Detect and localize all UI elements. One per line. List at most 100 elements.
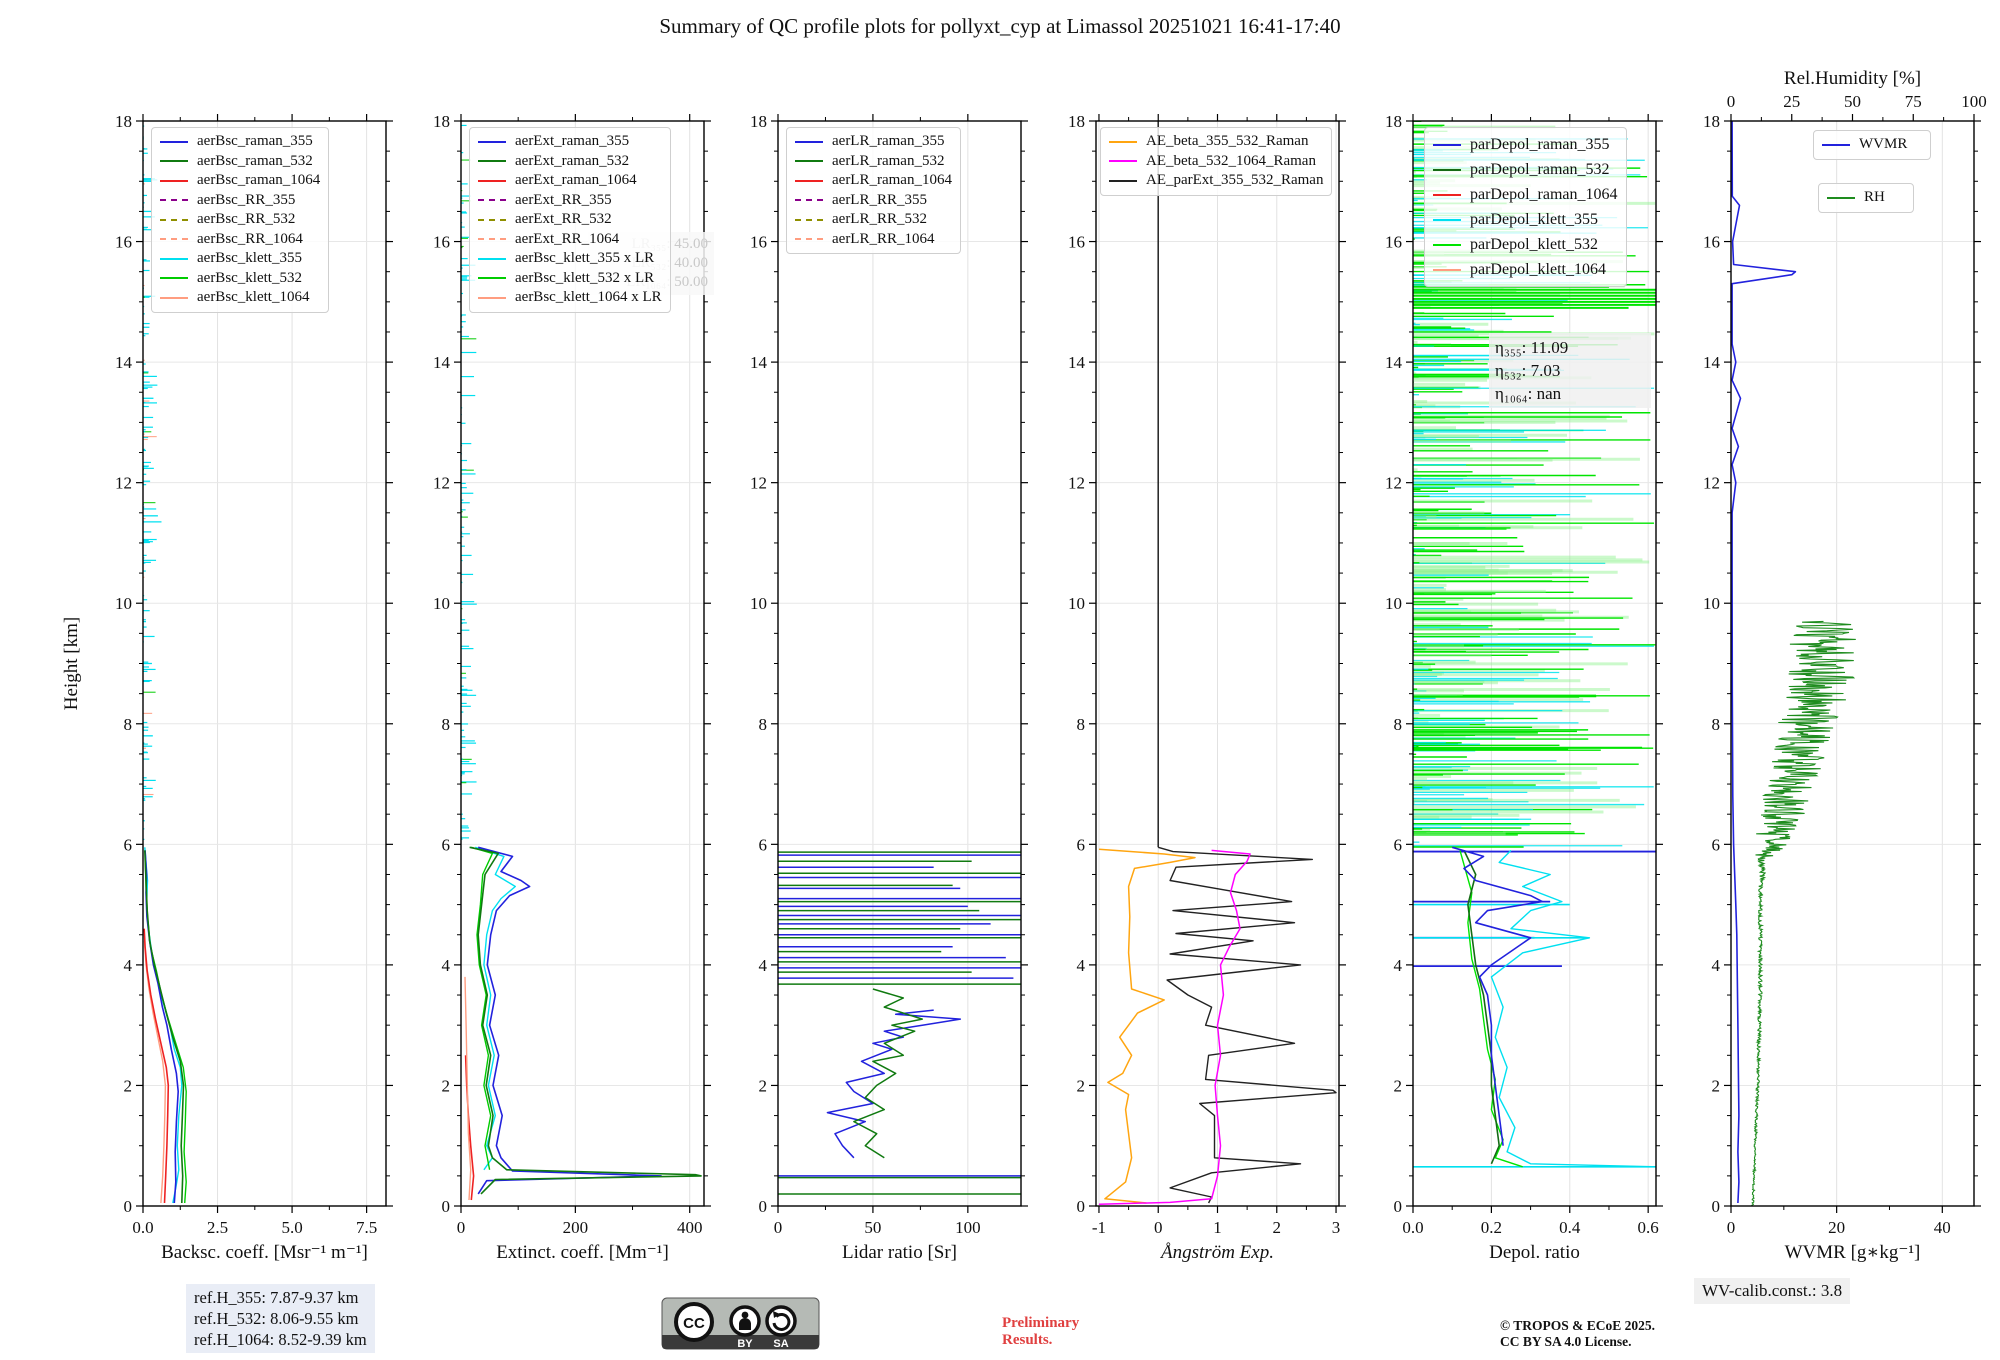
legend-item: AE_parExt_355_532_Raman <box>1109 171 1323 191</box>
legend-item: aerBsc_raman_355 <box>160 132 320 152</box>
x-tick-label: 3 <box>1332 1218 1341 1237</box>
x-tick-label: 2 <box>1273 1218 1282 1237</box>
rh-tick-label: 100 <box>1961 92 1987 111</box>
legend-item-label: aerLR_RR_532 <box>832 211 927 228</box>
cc-icon-label: CC <box>683 1315 705 1332</box>
legend-item-label: aerBsc_klett_532 x LR <box>515 269 655 286</box>
y-tick-label: 6 <box>124 835 133 854</box>
legend-line-sample <box>1433 268 1461 271</box>
legend-line-sample <box>160 238 188 241</box>
legend-line-sample <box>478 296 506 299</box>
y-tick-label: 4 <box>1712 956 1721 975</box>
panel-data-lidar-ratio <box>778 851 1021 1195</box>
x-tick-label: 100 <box>955 1218 981 1237</box>
legend-item-label: aerBsc_RR_532 <box>197 211 296 228</box>
series-AE_beta_355_532 <box>1098 848 1196 1204</box>
legend-line-sample <box>478 179 506 182</box>
annotation-line: η₁₀₆₄: nan <box>1495 384 1562 403</box>
y-tick-label: 12 <box>433 474 450 493</box>
y-tick-label: 12 <box>1068 474 1085 493</box>
legend-item: aerLR_raman_532 <box>795 152 952 172</box>
legend-item: WVMR <box>1822 135 1922 155</box>
y-tick-label: 16 <box>433 233 450 252</box>
legend-item: aerExt_RR_355 <box>478 191 662 211</box>
legend-line-sample <box>795 179 823 182</box>
legend-item: parDepol_klett_1064 <box>1433 257 1618 282</box>
x-tick-label: 0.2 <box>1481 1218 1502 1237</box>
reference-heights-box: ref.H_355: 7.87-9.37 km ref.H_532: 8.06-… <box>186 1284 375 1353</box>
legend-item-label: aerBsc_klett_1064 <box>197 289 310 306</box>
legend-item: AE_beta_355_532_Raman <box>1109 132 1323 152</box>
legend-item: aerExt_raman_1064 <box>478 171 662 191</box>
series-aerBsc_klett_1064 <box>143 940 167 1204</box>
ref-h-532: ref.H_532: 8.06-9.55 km <box>194 1309 359 1328</box>
x-tick-label: -1 <box>1092 1218 1106 1237</box>
y-tick-label: 6 <box>1712 835 1721 854</box>
legend-item: parDepol_raman_355 <box>1433 132 1618 157</box>
preliminary-results-note: Preliminary Results. <box>1002 1315 1080 1348</box>
legend-item: aerBsc_klett_1064 x LR <box>478 288 662 308</box>
y-tick-label: 0 <box>1077 1197 1086 1216</box>
legend-line-sample <box>795 199 823 202</box>
legend-item: aerLR_raman_1064 <box>795 171 952 191</box>
y-tick-label: 18 <box>1385 112 1402 131</box>
y-tick-label: 10 <box>1385 594 1402 613</box>
legend-item-label: aerExt_raman_532 <box>515 152 630 169</box>
series-parDepol_raman_355 <box>1451 846 1544 1146</box>
legend-item: parDepol_raman_532 <box>1433 157 1618 182</box>
y-tick-label: 16 <box>750 233 767 252</box>
y-tick-label: 8 <box>124 715 133 734</box>
y-tick-label: 6 <box>1077 835 1086 854</box>
series-parDepol_raman_532 <box>1463 850 1500 1165</box>
y-tick-label: 2 <box>442 1076 451 1095</box>
legend-item-label: aerBsc_raman_1064 <box>197 172 321 189</box>
legend-line-sample <box>1433 218 1461 221</box>
legend-line-sample <box>1433 243 1461 246</box>
y-tick-label: 10 <box>115 594 132 613</box>
legend-line-sample <box>1822 143 1850 146</box>
panel-extinction: 0 200 400 0 2 4 6 8 10 12 14 16 18 Extinct. coeff. [M… <box>433 112 711 1263</box>
panel-backscatter: 0.0 2.5 5.0 7.5 0 2 4 6 8 10 12 14 16 18 Backsc. coeff… <box>115 112 393 1263</box>
y-tick-label: 14 <box>1703 353 1721 372</box>
legend-line-sample <box>1827 196 1855 199</box>
y-tick-label: 18 <box>750 112 767 131</box>
legend-line-sample <box>795 140 823 143</box>
y-tick-label: 8 <box>759 715 768 734</box>
legend-item-label: aerExt_RR_532 <box>515 211 612 228</box>
series-aerBsc_klett_532 <box>144 850 187 1204</box>
legend-backscatter: aerBsc_raman_355 aerBsc_raman_532 aerBsc_r… <box>151 127 330 313</box>
series-aerBsc_klett_1064_x_LR <box>464 976 472 1201</box>
cc-by-sa-badge: CC BY SA <box>661 1297 820 1350</box>
legend-item-label: parDepol_raman_1064 <box>1470 185 1618 203</box>
series-WVMR <box>1731 121 1797 1204</box>
legend-item: parDepol_klett_532 <box>1433 232 1618 257</box>
legend-line-sample <box>1433 193 1461 196</box>
y-tick-label: 2 <box>124 1076 133 1095</box>
x-tick-label: 0 <box>1154 1218 1163 1237</box>
legend-line-sample <box>478 277 506 280</box>
y-tick-label: 4 <box>124 956 133 975</box>
x-tick-label: 40 <box>1934 1218 1951 1237</box>
legend-item: aerBsc_RR_1064 <box>160 230 320 250</box>
y-tick-label: 16 <box>1385 233 1402 252</box>
panel-wvmr: 0 20 40 0 2 4 6 8 10 12 14 16 18 0 25 50 75 100 Rel.Humidi… <box>1703 68 1987 1263</box>
chart-title: Summary of QC profile plots for pollyxt_… <box>659 14 1341 38</box>
legend-item: aerLR_RR_1064 <box>795 230 952 250</box>
legend-line-sample <box>795 238 823 241</box>
y-tick-label: 18 <box>433 112 450 131</box>
legend-item-label: parDepol_klett_355 <box>1470 210 1598 228</box>
panel-data-extinction <box>461 124 702 1201</box>
legend-item-label: parDepol_klett_532 <box>1470 235 1598 253</box>
series-aerBsc_raman_1064 <box>143 928 170 1204</box>
legend-line-sample <box>1109 140 1137 143</box>
legend-item: aerBsc_klett_355 x LR <box>478 249 662 269</box>
series-AE_beta_532_1064 <box>1098 849 1251 1205</box>
legend-line-sample <box>160 296 188 299</box>
legend-item-label: aerLR_RR_355 <box>832 191 927 208</box>
legend-item: aerBsc_klett_355 <box>160 249 320 269</box>
rh-tick-label: 50 <box>1844 92 1861 111</box>
y-tick-label: 2 <box>1712 1076 1721 1095</box>
y-tick-label: 12 <box>750 474 767 493</box>
x-tick-label: 5.0 <box>281 1218 302 1237</box>
panel-data-wvmr <box>1731 121 1856 1206</box>
